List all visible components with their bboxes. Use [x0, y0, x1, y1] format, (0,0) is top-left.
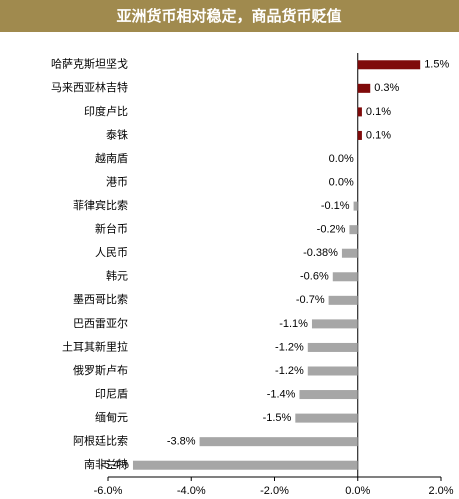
x-tick-label: -6.0% [94, 485, 123, 497]
value-label: 0.1% [366, 106, 391, 118]
x-tick-label: -4.0% [177, 485, 206, 497]
bar [357, 107, 362, 117]
y-tick-label: 人民币 [95, 246, 128, 259]
bar [328, 295, 358, 305]
x-tick-label: 2.0% [428, 485, 453, 497]
value-label: -0.1% [321, 200, 350, 212]
bar [199, 437, 358, 447]
value-label: -3.8% [167, 436, 196, 448]
x-tick-label: -2.0% [260, 485, 289, 497]
bar [357, 60, 421, 70]
y-tick-label: 缅甸元 [95, 410, 128, 424]
value-label: 1.5% [424, 59, 449, 71]
y-tick-label: 韩元 [106, 269, 128, 283]
bar [357, 83, 371, 93]
value-label: 0.3% [374, 82, 399, 94]
title-banner [0, 0, 459, 32]
bar [357, 130, 362, 140]
value-label: -0.2% [317, 224, 346, 236]
bar [307, 366, 358, 376]
y-tick-label: 巴西雷亚尔 [73, 317, 128, 330]
value-label: -1.2% [275, 341, 304, 353]
y-tick-label: 印度卢比 [84, 104, 128, 118]
value-label: 0.0% [329, 153, 354, 165]
x-tick-label: 0.0% [345, 485, 370, 497]
y-tick-label: 菲律宾比索 [73, 198, 128, 212]
value-label: 0.1% [366, 129, 391, 141]
value-label: -1.5% [263, 412, 292, 424]
value-label: -0.6% [300, 271, 329, 283]
bar [349, 225, 358, 235]
y-tick-label: 港币 [106, 175, 128, 188]
y-tick-label: 哈萨克斯坦坚戈 [51, 57, 128, 71]
y-tick-label: 越南盾 [95, 151, 128, 165]
bar [353, 201, 358, 211]
chart-title: 亚洲货币相对稳定，商品货币贬值 [116, 7, 341, 25]
value-label: -5.4% [100, 459, 129, 471]
bar [341, 248, 358, 258]
bar [332, 272, 358, 282]
y-tick-label: 南非兰特 [84, 457, 128, 471]
value-label: -1.1% [279, 318, 308, 330]
value-label: -1.4% [267, 388, 296, 400]
value-label: -0.7% [296, 294, 325, 306]
y-tick-label: 阿根廷比索 [73, 434, 128, 448]
y-tick-label: 新台币 [95, 222, 128, 236]
y-tick-label: 泰铢 [106, 127, 128, 141]
bar [307, 342, 358, 352]
bar [311, 319, 358, 329]
y-tick-label: 俄罗斯卢布 [73, 364, 128, 377]
bar [132, 460, 358, 470]
value-label: -1.2% [275, 365, 304, 377]
bar [299, 390, 358, 400]
value-label: -0.38% [303, 247, 338, 259]
bar [295, 413, 358, 423]
y-tick-label: 土耳其新里拉 [62, 339, 128, 353]
y-tick-label: 墨西哥比索 [73, 292, 128, 306]
y-tick-label: 印尼盾 [95, 387, 128, 400]
value-label: 0.0% [329, 176, 354, 188]
y-tick-label: 马来西亚林吉特 [51, 80, 128, 94]
